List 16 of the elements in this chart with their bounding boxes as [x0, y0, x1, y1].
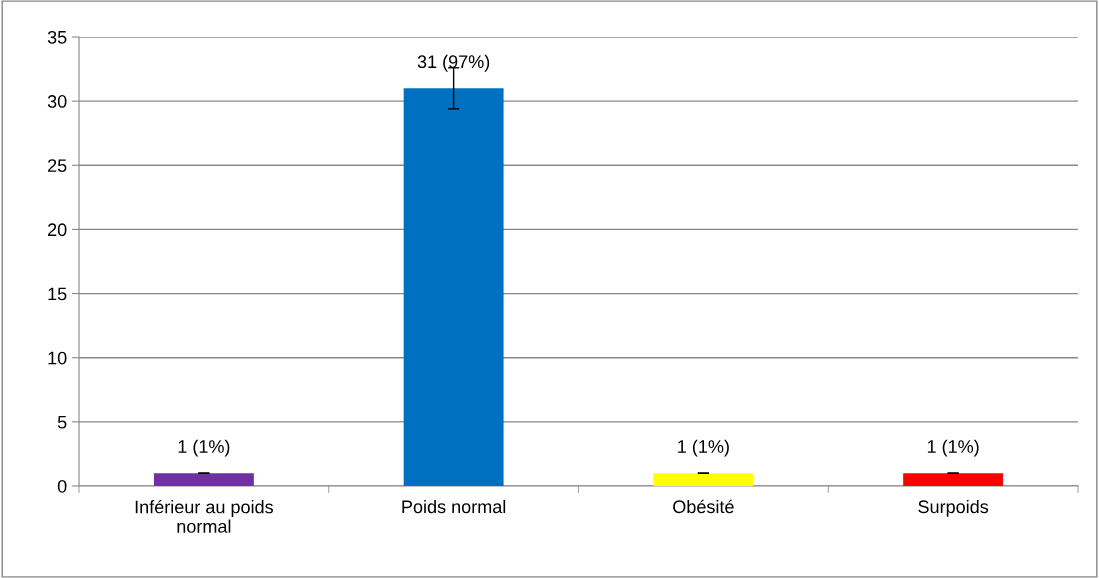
x-tick-label: Inférieur au poids normal	[135, 499, 273, 533]
y-tick-label: 0	[57, 479, 67, 493]
y-tick-label: 30	[47, 95, 67, 108]
data-label: 1 (1%)	[178, 439, 230, 457]
y-tick-label: 15	[48, 287, 67, 301]
x-tick-label: Surpoids	[918, 499, 989, 517]
y-tick-label: 35	[47, 30, 67, 44]
y-tick-label: 20	[48, 223, 67, 237]
data-label: 1 (1%)	[678, 439, 729, 457]
data-label: 1 (1%)	[927, 439, 979, 457]
x-tick-label: Obésité	[673, 499, 734, 514]
y-tick-label: 5	[57, 415, 67, 429]
x-tick-label: Poids normal	[402, 499, 506, 514]
y-tick-label: 25	[48, 159, 67, 173]
data-label: 31 (97%)	[417, 54, 490, 72]
y-tick-label: 10	[48, 351, 67, 365]
